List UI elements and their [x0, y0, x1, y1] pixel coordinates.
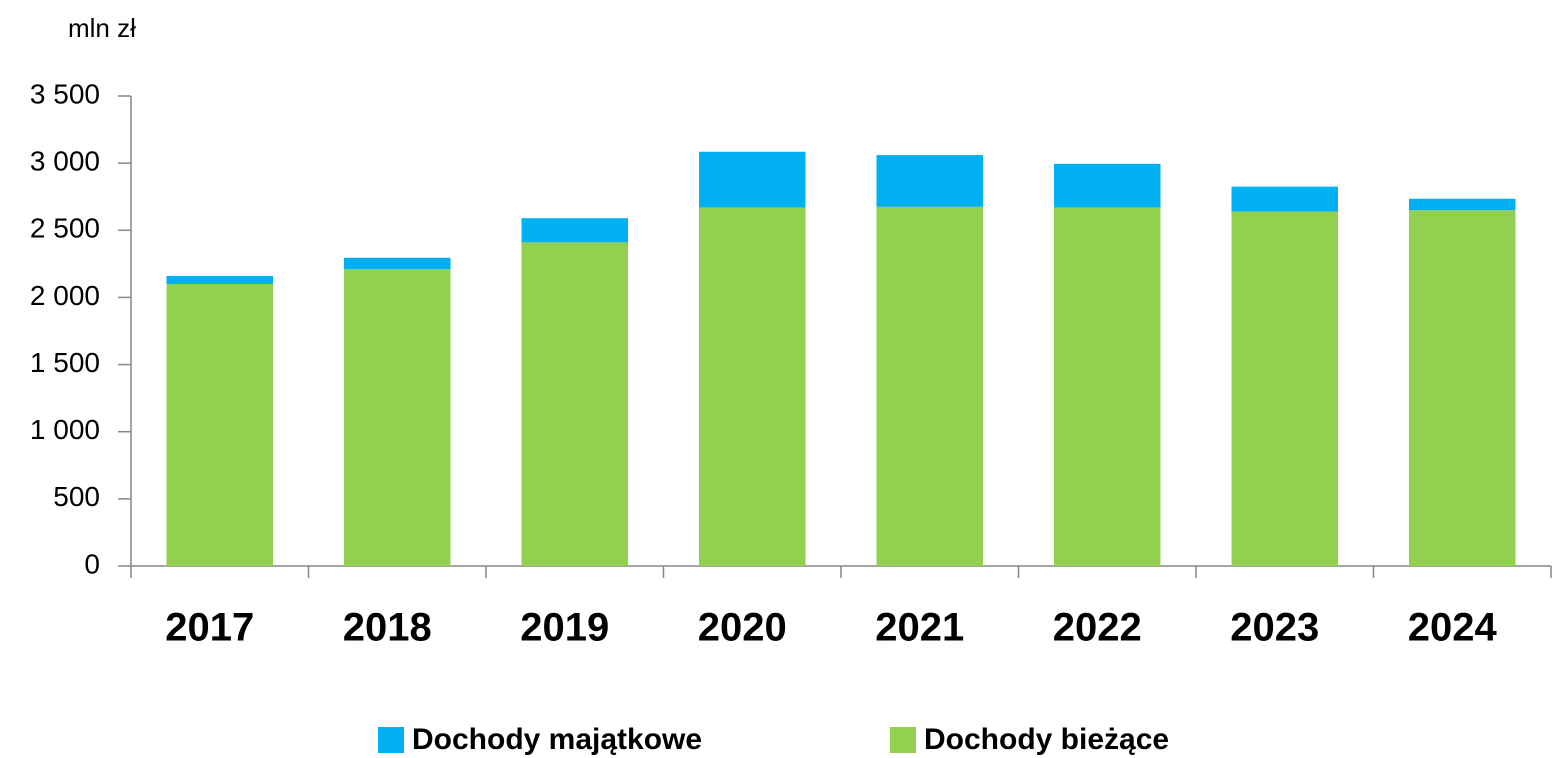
x-tick-label: 2022: [1053, 606, 1142, 650]
bar-segment: [521, 242, 628, 566]
bar-segment: [1231, 186, 1338, 212]
bar-segment: [699, 151, 806, 208]
y-tick-label: 0: [84, 548, 100, 579]
y-tick-label: 1 000: [30, 414, 100, 445]
y-tick-label: 1 500: [30, 347, 100, 378]
x-tick-label: 2021: [875, 606, 964, 650]
bar-segment: [1231, 211, 1338, 566]
y-axis-label: mln zł: [68, 13, 136, 43]
bar-segment: [166, 284, 273, 566]
x-tick-label: 2020: [698, 606, 787, 650]
x-tick-label: 2017: [165, 606, 254, 650]
legend-label: Dochody bieżące: [924, 723, 1169, 756]
y-tick-label: 500: [53, 481, 100, 512]
bar-segment: [876, 155, 983, 207]
y-tick-label: 3 500: [30, 78, 100, 109]
legend-swatch: [378, 727, 404, 753]
y-tick-label: 3 000: [30, 146, 100, 177]
bar-segment: [876, 206, 983, 567]
legend-label: Dochody majątkowe: [412, 723, 702, 756]
bar-segment: [166, 275, 273, 284]
y-tick-label: 2 000: [30, 280, 100, 311]
x-tick-label: 2018: [343, 606, 432, 650]
bar-segment: [1054, 207, 1161, 566]
bar-segment: [1409, 210, 1516, 566]
x-tick-label: 2023: [1230, 606, 1319, 650]
x-tick-label: 2019: [520, 606, 609, 650]
bar-segment: [521, 218, 628, 243]
y-tick-label: 2 500: [30, 213, 100, 244]
x-tick-label: 2024: [1408, 606, 1498, 650]
bar-segment: [344, 269, 451, 566]
legend-swatch: [890, 727, 916, 753]
bar-segment: [1054, 163, 1161, 208]
bar-segment: [1409, 198, 1516, 211]
bar-segment: [699, 207, 806, 566]
bar-segment: [344, 257, 451, 270]
